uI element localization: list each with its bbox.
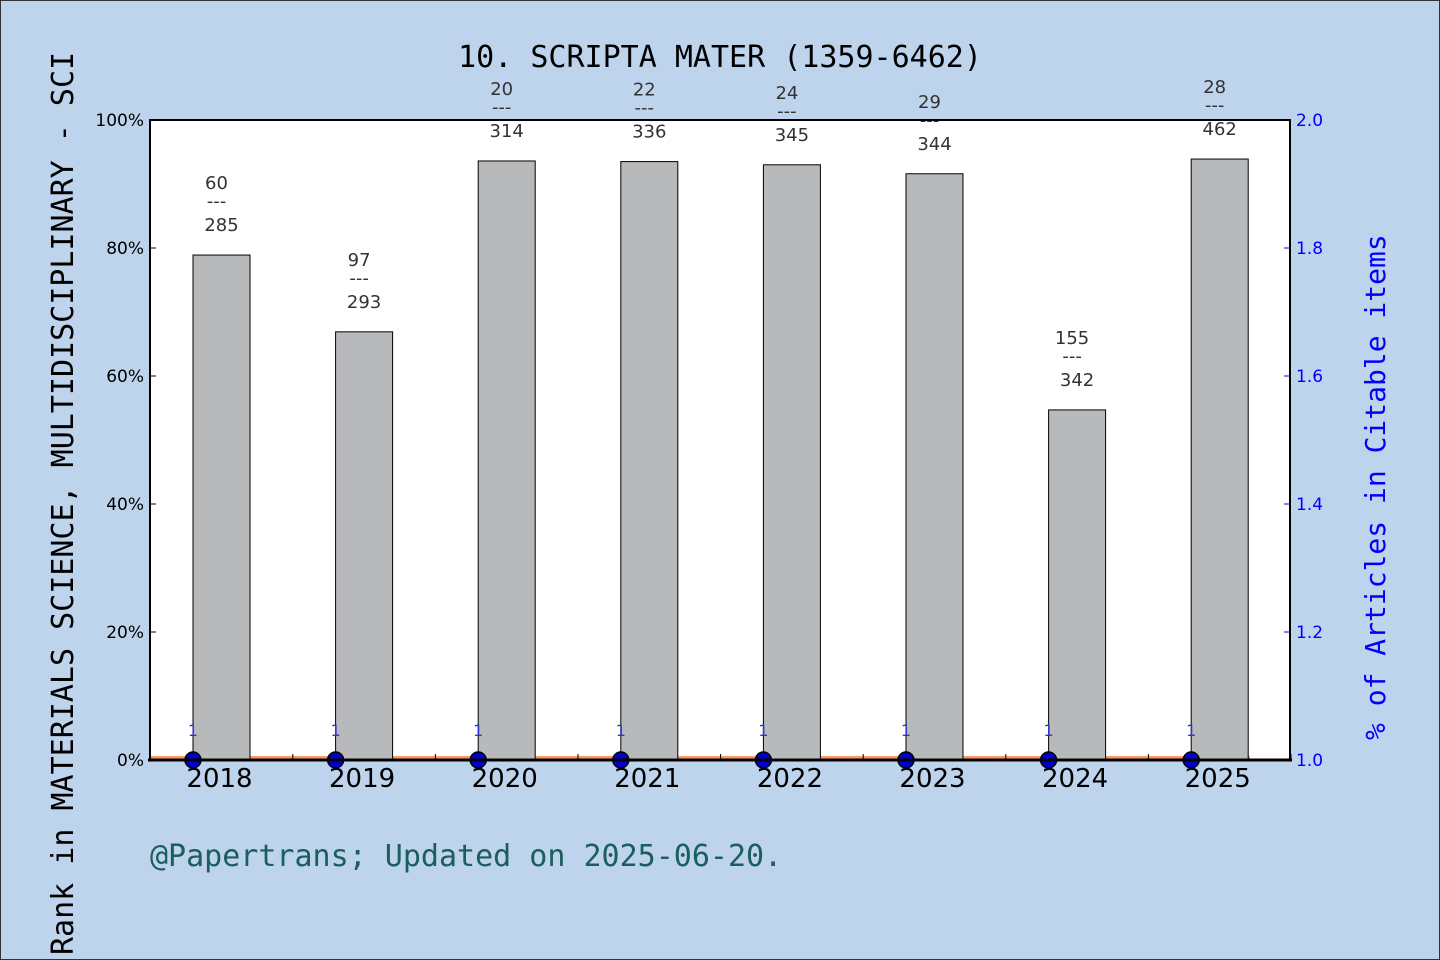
- rank-label: 60: [205, 173, 228, 194]
- divider-label: ---: [349, 268, 369, 289]
- total-label: 345: [775, 125, 809, 146]
- bar: [477, 160, 536, 761]
- total-label: 344: [917, 134, 951, 155]
- total-label: 462: [1203, 119, 1237, 140]
- y2-tick-label: 1.4: [1296, 495, 1323, 515]
- y-axis-label: Rank in MATERIALS SCIENCE, MULTIDISCIPLI…: [46, 52, 81, 955]
- footer-credit: @Papertrans; Updated on 2025-06-20.: [150, 839, 782, 874]
- total-label: 342: [1060, 370, 1094, 391]
- rank-label: 155: [1055, 328, 1089, 349]
- plot-area: [150, 120, 1290, 760]
- divider-label: ---: [492, 97, 512, 118]
- rank-label: 97: [348, 250, 371, 271]
- y-tick-label: 60%: [106, 367, 144, 387]
- rank-label: 24: [775, 83, 798, 104]
- y2-tick-label: 1.0: [1296, 751, 1323, 771]
- y2-tick-label: 1.8: [1296, 239, 1323, 259]
- point-label: 1: [331, 721, 341, 740]
- rank-label: 28: [1203, 77, 1226, 98]
- y-tick-label: 80%: [106, 239, 144, 259]
- bar: [905, 173, 964, 761]
- x-tick-label: 2019: [329, 764, 395, 794]
- y-tick-label: 0%: [117, 751, 144, 771]
- y-tick-label: 20%: [106, 623, 144, 643]
- point-label: 1: [758, 721, 768, 740]
- rank-label: 22: [633, 80, 656, 101]
- point-label: 1: [188, 721, 198, 740]
- point-label: 1: [616, 721, 626, 740]
- y2-tick-label: 1.2: [1296, 623, 1323, 643]
- bar: [1048, 409, 1107, 761]
- x-tick-label: 2020: [472, 764, 538, 794]
- bar: [620, 161, 679, 761]
- x-tick-label: 2022: [757, 764, 823, 794]
- divider-label: ---: [1062, 346, 1082, 367]
- point-label: 1: [1186, 721, 1196, 740]
- y2-tick-label: 1.6: [1296, 367, 1323, 387]
- divider-label: ---: [207, 191, 227, 212]
- x-tick-label: 2024: [1042, 764, 1108, 794]
- bar: [335, 331, 394, 761]
- total-label: 314: [490, 121, 524, 142]
- y2-tick-label: 2.0: [1296, 111, 1323, 131]
- bar: [192, 254, 251, 761]
- divider-label: ---: [1205, 95, 1225, 116]
- x-tick-label: 2025: [1185, 764, 1251, 794]
- divider-label: ---: [777, 101, 797, 122]
- x-tick-label: 2021: [614, 764, 680, 794]
- x-tick-label: 2018: [186, 764, 252, 794]
- total-label: 336: [632, 122, 666, 143]
- y-tick-label: 100%: [95, 111, 144, 131]
- point-label: 1: [901, 721, 911, 740]
- y-tick-label: 40%: [106, 495, 144, 515]
- total-label: 285: [204, 215, 238, 236]
- point-label: 1: [1044, 721, 1054, 740]
- rank-label: 20: [490, 79, 513, 100]
- chart-title: 10. SCRIPTA MATER (1359-6462): [458, 40, 982, 75]
- rank-label: 29: [918, 92, 941, 113]
- bar: [762, 164, 821, 761]
- divider-label: ---: [635, 98, 655, 119]
- point-label: 1: [473, 721, 483, 740]
- bar: [1190, 158, 1249, 761]
- y2-axis-label: % of Articles in Citable items: [1359, 234, 1392, 740]
- total-label: 293: [347, 292, 381, 313]
- x-tick-label: 2023: [899, 764, 965, 794]
